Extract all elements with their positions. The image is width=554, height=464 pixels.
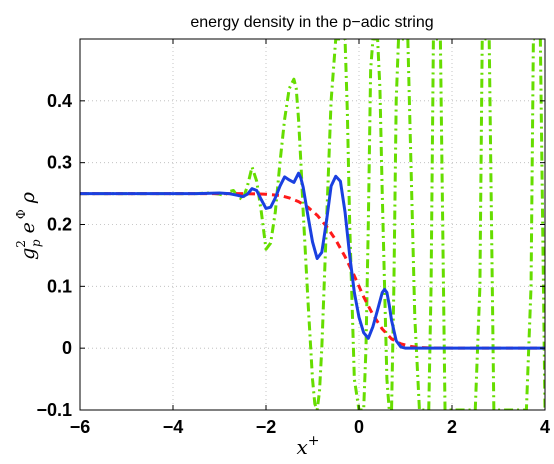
y-label-g-sub: p <box>29 239 43 247</box>
y-tick-labels: −0.1 0 0.1 0.2 0.3 0.4 <box>36 91 72 420</box>
x-tick-label: −4 <box>163 417 184 437</box>
chart-title: energy density in the p−adic string <box>190 14 433 31</box>
series-line-red <box>80 192 545 350</box>
x-tick-label: 2 <box>447 417 457 437</box>
series-line-blue <box>80 171 545 350</box>
y-label-g-sup: 2 <box>14 240 28 248</box>
y-tick-label: 0.4 <box>47 91 72 111</box>
y-label-g: g <box>17 248 39 260</box>
x-tick-labels: −6 −4 −2 0 2 4 <box>70 417 550 437</box>
y-label-phi: Φ <box>14 209 28 219</box>
x-tick-label: 4 <box>540 417 550 437</box>
y-tick-label: −0.1 <box>36 400 72 420</box>
y-axis-label: g2peΦρ <box>14 191 43 260</box>
x-axis-label-main: x <box>296 435 307 459</box>
x-tick-label: −6 <box>70 417 91 437</box>
axis-ticks <box>79 39 546 411</box>
x-axis-label: x+ <box>296 433 319 459</box>
y-label-e: e <box>17 222 39 233</box>
x-tick-label: 0 <box>354 417 364 437</box>
x-axis-label-superscript: + <box>308 433 320 449</box>
y-tick-label: 0 <box>62 338 72 358</box>
y-tick-label: 0.1 <box>47 276 72 296</box>
y-tick-label: 0.2 <box>47 215 72 235</box>
series-layer <box>80 39 545 410</box>
grid <box>80 39 545 410</box>
x-tick-label: −2 <box>256 417 277 437</box>
y-tick-label: 0.3 <box>47 153 72 173</box>
y-label-rho: ρ <box>17 191 39 204</box>
